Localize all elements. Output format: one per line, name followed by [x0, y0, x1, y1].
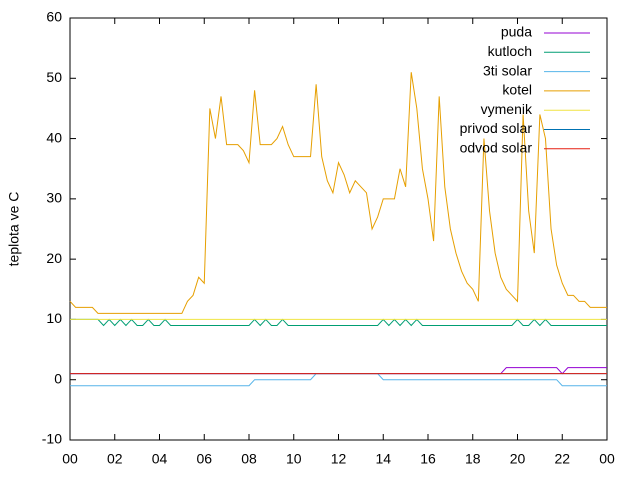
- x-tick-label: 02: [107, 451, 123, 467]
- legend-label: vymenik: [481, 101, 533, 117]
- x-tick-label: 00: [599, 451, 615, 467]
- x-tick-label: 04: [152, 451, 168, 467]
- x-tick-label: 06: [196, 451, 212, 467]
- legend-label: odvod solar: [460, 140, 533, 156]
- legend-label: 3ti solar: [483, 62, 532, 78]
- x-tick-label: 10: [286, 451, 302, 467]
- y-tick-label: 40: [46, 129, 62, 145]
- y-tick-label: 60: [46, 9, 62, 25]
- x-tick-label: 18: [465, 451, 481, 467]
- legend-label: privod solar: [460, 120, 533, 136]
- x-tick-label: 20: [510, 451, 526, 467]
- x-tick-label: 14: [375, 451, 391, 467]
- legend-label: kutloch: [488, 43, 532, 59]
- y-tick-label: 10: [46, 310, 62, 326]
- x-tick-label: 16: [420, 451, 436, 467]
- x-tick-label: 22: [554, 451, 570, 467]
- legend-label: puda: [501, 24, 532, 40]
- series-line: [69, 72, 607, 314]
- x-tick-label: 00: [62, 451, 78, 467]
- y-tick-label: 0: [54, 370, 62, 386]
- y-tick-label: 30: [46, 190, 62, 206]
- x-tick-label: 12: [331, 451, 347, 467]
- plot-border: [69, 17, 608, 441]
- y-tick-label: -10: [42, 431, 62, 447]
- y-tick-label: 20: [46, 250, 62, 266]
- x-tick-label: 08: [241, 451, 257, 467]
- legend-label: kotel: [502, 82, 532, 98]
- y-axis-label: teplota ve C: [6, 192, 22, 267]
- y-tick-label: 50: [46, 69, 62, 85]
